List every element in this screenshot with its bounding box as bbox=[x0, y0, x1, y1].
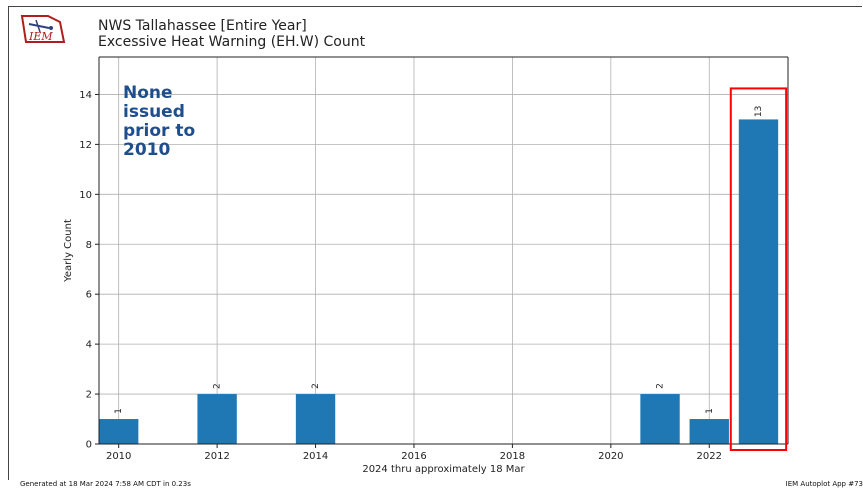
bar-value-label: 1 bbox=[114, 408, 124, 414]
y-tick-label: 12 bbox=[79, 140, 92, 151]
bar bbox=[99, 419, 139, 444]
bar-value-label: 13 bbox=[754, 106, 764, 117]
x-tick-label: 2014 bbox=[303, 451, 328, 462]
chart-title-block: NWS Tallahassee [Entire Year] Excessive … bbox=[98, 18, 365, 50]
x-tick-label: 2022 bbox=[697, 451, 722, 462]
y-tick-label: 10 bbox=[79, 190, 92, 201]
y-tick-label: 8 bbox=[86, 240, 92, 251]
x-tick-label: 2018 bbox=[500, 451, 525, 462]
y-tick-label: 14 bbox=[79, 90, 92, 101]
plot-area bbox=[99, 57, 788, 444]
x-tick-label: 2012 bbox=[204, 451, 229, 462]
y-tick-label: 4 bbox=[86, 340, 92, 351]
x-axis-label: 2024 thru approximately 18 Mar bbox=[362, 464, 525, 475]
logo-text: IEM bbox=[28, 30, 53, 43]
y-tick-label: 6 bbox=[86, 290, 92, 301]
y-axis-label: Yearly Count bbox=[63, 219, 74, 283]
iem-logo: IEM bbox=[20, 15, 66, 43]
labels-layer: 1 2 2 2 1 13 bbox=[114, 106, 764, 414]
annotation-none-issued: None issued prior to 2010 bbox=[123, 83, 196, 160]
chart-title-line-2: Excessive Heat Warning (EH.W) Count bbox=[98, 34, 366, 50]
chart-title-line-1: NWS Tallahassee [Entire Year] bbox=[98, 18, 307, 34]
x-tick-label: 2010 bbox=[106, 451, 131, 462]
bar-value-label: 1 bbox=[705, 408, 715, 414]
x-tick-label: 2016 bbox=[401, 451, 426, 462]
bars-layer bbox=[99, 119, 779, 444]
bar-value-label: 2 bbox=[311, 383, 321, 389]
y-tick-label: 2 bbox=[86, 390, 92, 401]
bar bbox=[640, 394, 680, 444]
y-tick-label: 0 bbox=[86, 440, 92, 451]
bar bbox=[197, 394, 237, 444]
bar-value-label: 2 bbox=[213, 383, 223, 389]
bar bbox=[738, 119, 779, 444]
bar bbox=[689, 419, 729, 444]
bar bbox=[295, 394, 336, 444]
highlight-box bbox=[729, 87, 788, 452]
footer-generated-text: Generated at 18 Mar 2024 7:58 AM CDT in … bbox=[20, 480, 191, 488]
footer-app-text: IEM Autoplot App #73 bbox=[785, 480, 863, 488]
x-tick-label: 2020 bbox=[598, 451, 623, 462]
bar-value-label: 2 bbox=[656, 383, 666, 389]
